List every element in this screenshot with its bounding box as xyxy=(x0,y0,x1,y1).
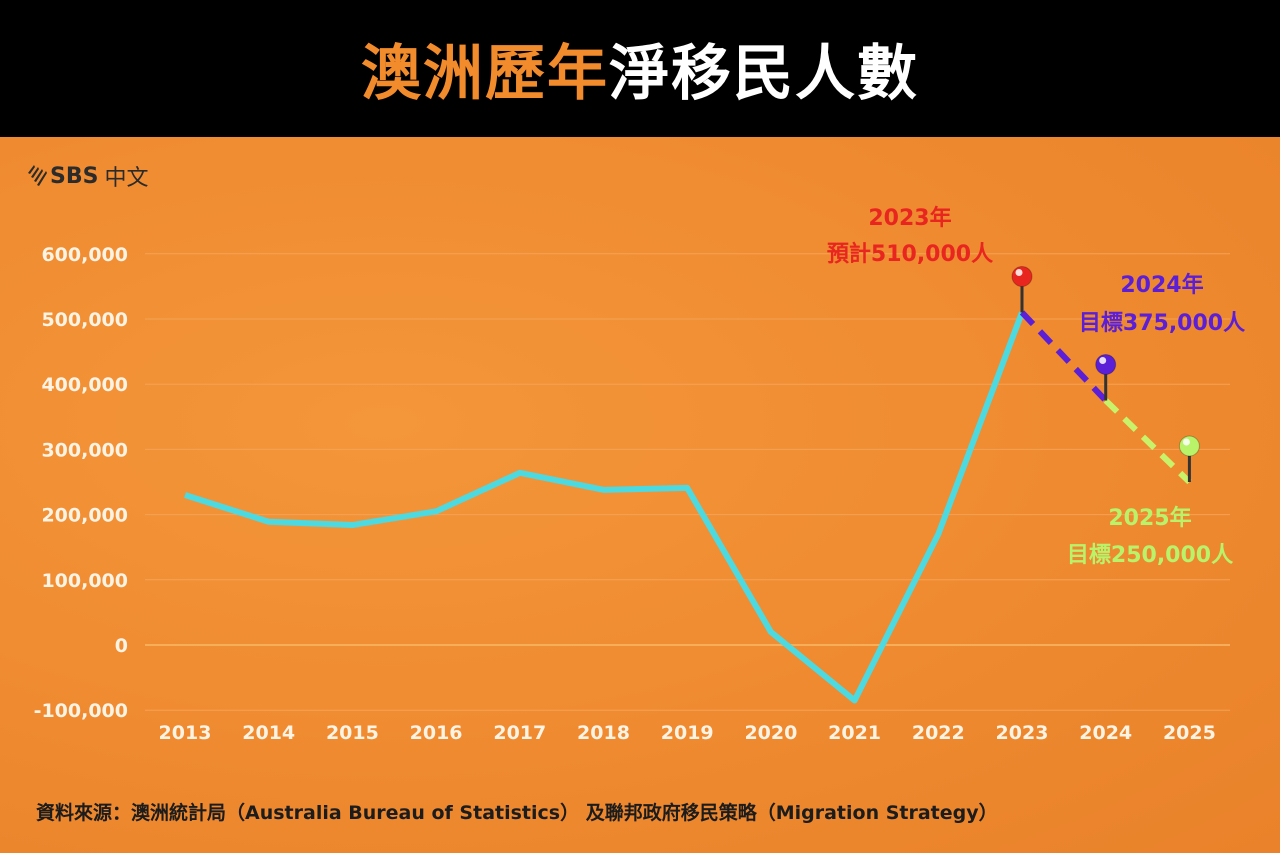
x-axis: 2013 2014 2015 2016 2017 2018 2019 2020 2021 2022… xyxy=(159,722,1216,744)
x-tick-label: 2016 xyxy=(410,722,463,744)
x-tick-label: 2014 xyxy=(242,722,295,744)
pins xyxy=(1011,265,1200,482)
x-tick-label: 2018 xyxy=(577,722,630,744)
chart-background xyxy=(0,137,1280,853)
purple-pin-icon xyxy=(1095,354,1117,401)
annotation-year: 2024年 xyxy=(1120,272,1203,298)
y-tick-label: 200,000 xyxy=(41,505,128,527)
sbs-logo: SBS 中文 xyxy=(26,160,148,192)
red-pin-icon xyxy=(1011,265,1033,313)
logo-brand: SBS xyxy=(50,163,99,189)
source-note: 資料來源：澳洲統計局（Australia Bureau of Statistic… xyxy=(36,802,998,824)
x-tick-label: 2022 xyxy=(912,722,965,744)
page-title: 澳洲歷年淨移民人數 xyxy=(361,25,919,112)
y-tick-label: -100,000 xyxy=(34,700,128,722)
sbs-mark-icon xyxy=(28,165,47,186)
title-highlight: 澳洲歷年 xyxy=(361,39,609,109)
x-tick-label: 2015 xyxy=(326,722,379,744)
gridlines xyxy=(145,253,1230,711)
y-axis: 600,000 500,000 400,000 300,000 200,000 100,0… xyxy=(34,244,128,722)
series-line xyxy=(1103,398,1192,485)
y-tick-label: 400,000 xyxy=(41,374,128,396)
green-pin-icon xyxy=(1178,435,1200,482)
y-tick-label: 500,000 xyxy=(41,309,128,331)
title-rest: 淨移民人數 xyxy=(609,39,919,109)
annotation-year: 2023年 xyxy=(868,205,951,231)
x-tick-label: 2021 xyxy=(828,722,881,744)
annotation-value: 目標375,000人 xyxy=(1079,311,1245,336)
series-line xyxy=(1019,310,1108,403)
y-tick-label: 100,000 xyxy=(41,570,128,592)
y-tick-label: 300,000 xyxy=(41,439,128,461)
logo-language: 中文 xyxy=(104,166,149,191)
header-bar: 澳洲歷年淨移民人數 xyxy=(0,0,1280,137)
x-tick-label: 2025 xyxy=(1163,722,1216,744)
y-tick-label: 600,000 xyxy=(41,244,128,266)
x-tick-label: 2024 xyxy=(1079,722,1132,744)
y-tick-label: 0 xyxy=(115,635,128,657)
x-tick-label: 2023 xyxy=(996,722,1049,744)
series-line xyxy=(184,311,1025,704)
annotation-year: 2025年 xyxy=(1108,505,1191,531)
x-tick-label: 2020 xyxy=(744,722,797,744)
x-tick-label: 2019 xyxy=(661,722,714,744)
x-tick-label: 2017 xyxy=(493,722,546,744)
x-tick-label: 2013 xyxy=(159,722,212,744)
annotation-value: 預計510,000人 xyxy=(827,241,993,267)
series-lines xyxy=(184,310,1192,704)
annotation-value: 目標250,000人 xyxy=(1067,543,1233,568)
